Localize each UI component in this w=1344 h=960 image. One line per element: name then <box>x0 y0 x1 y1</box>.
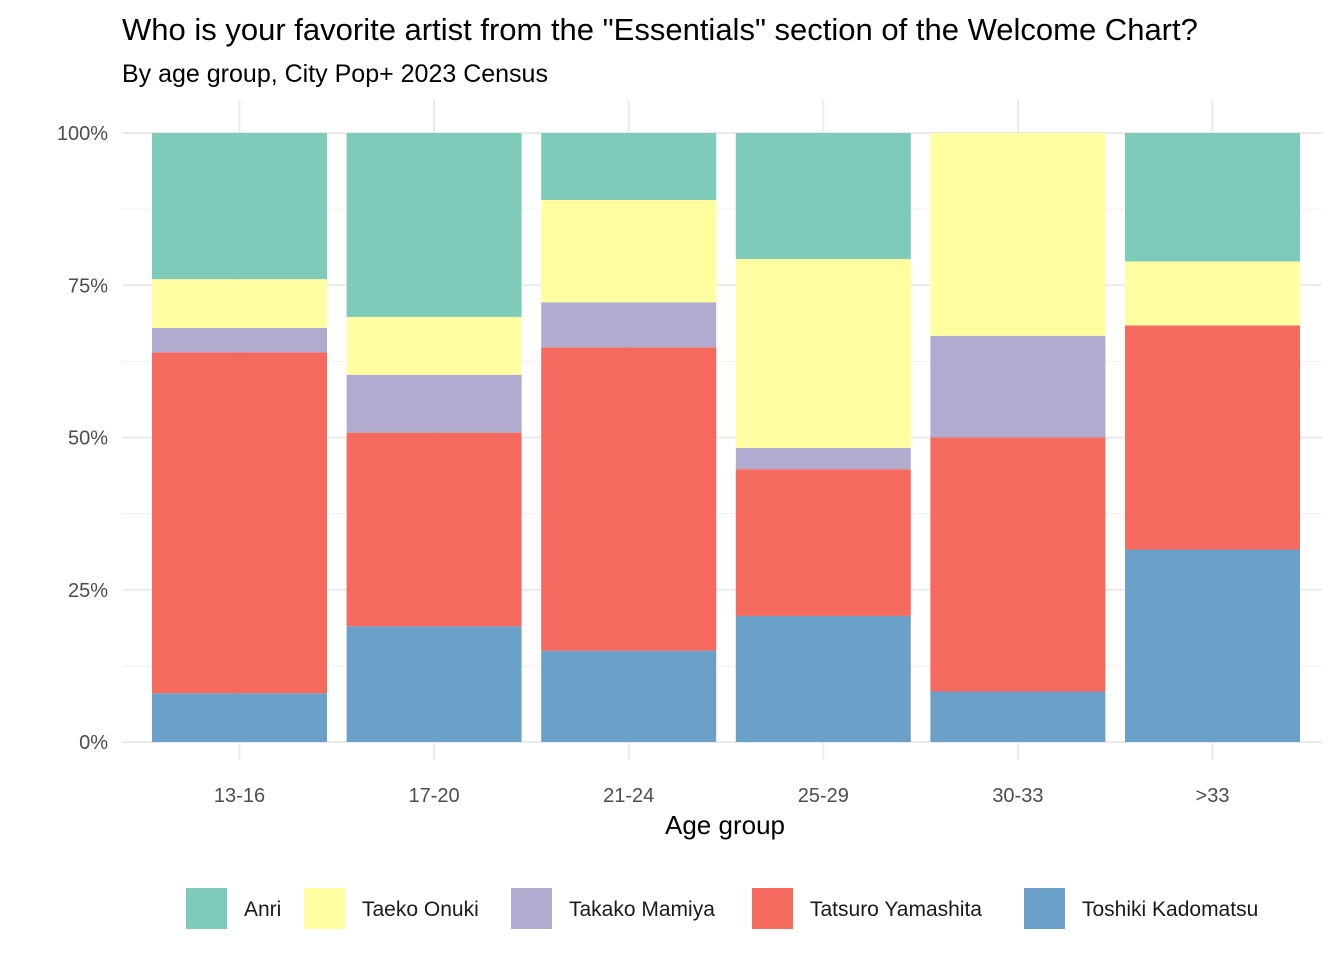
legend-key <box>752 888 793 929</box>
bar-segment-takako-mamiya <box>541 302 717 348</box>
legend-item: Anri <box>186 888 281 929</box>
legend-label: Toshiki Kadomatsu <box>1082 898 1258 921</box>
bar-segment-tatsuro-yamashita <box>1125 325 1300 550</box>
bar-segment-toshiki-kadomatsu <box>735 615 911 742</box>
bar-segment-tatsuro-yamashita <box>346 432 522 627</box>
x-tick-label: 21-24 <box>603 785 654 807</box>
legend-key <box>511 888 552 929</box>
bar-segment-anri <box>346 133 522 317</box>
y-tick-label: 0% <box>79 732 108 754</box>
bar-segment-taeko-onuki <box>930 133 1106 336</box>
bar-segment-taeko-onuki <box>346 316 522 375</box>
bar-segment-toshiki-kadomatsu <box>152 693 327 742</box>
bar-segment-tatsuro-yamashita <box>152 352 327 694</box>
bar-segment-toshiki-kadomatsu <box>1125 549 1300 742</box>
legend-label: Anri <box>244 898 281 921</box>
x-axis-title: Age group <box>665 810 785 840</box>
legend-key <box>186 888 227 929</box>
bar-segment-takako-mamiya <box>735 447 911 470</box>
bars <box>152 133 1300 742</box>
legend-label: Taeko Onuki <box>362 898 479 921</box>
bar-segment-taeko-onuki <box>541 199 717 303</box>
x-tick-label: >33 <box>1196 785 1230 807</box>
bar-segment-anri <box>152 133 327 280</box>
x-axis-ticks: 13-16 17-20 21-24 25-29 30-33 >33 <box>214 785 1230 807</box>
legend-key <box>304 888 345 929</box>
chart-subtitle: By age group, City Pop+ 2023 Census <box>122 60 548 88</box>
y-tick-label: 100% <box>57 123 108 145</box>
bar-segment-taeko-onuki <box>1125 261 1300 326</box>
y-tick-label: 75% <box>68 275 108 297</box>
legend-item: Tatsuro Yamashita <box>752 888 982 929</box>
bar-segment-anri <box>541 133 717 200</box>
bar-segment-tatsuro-yamashita <box>735 469 911 616</box>
legend-label: Tatsuro Yamashita <box>810 898 982 921</box>
bar-segment-anri <box>1125 133 1300 262</box>
bar-segment-tatsuro-yamashita <box>541 347 717 651</box>
x-tick-label: 30-33 <box>992 785 1043 807</box>
legend-label: Takako Mamiya <box>569 898 715 921</box>
x-tick-label: 25-29 <box>798 785 849 807</box>
legend-key <box>1024 888 1065 929</box>
y-axis-ticks: 0% 25% 50% 75% 100% <box>57 123 108 754</box>
bar-segment-anri <box>735 133 911 260</box>
legend: Anri Taeko Onuki Takako Mamiya Tatsuro Yama… <box>186 888 1258 929</box>
bar-segment-toshiki-kadomatsu <box>346 626 522 742</box>
bar-segment-takako-mamiya <box>930 335 1106 438</box>
bar-segment-taeko-onuki <box>735 259 911 448</box>
x-tick-label: 13-16 <box>214 785 265 807</box>
x-tick-label: 17-20 <box>409 785 460 807</box>
legend-item: Taeko Onuki <box>304 888 479 929</box>
y-tick-label: 25% <box>68 580 108 602</box>
bar-segment-toshiki-kadomatsu <box>930 691 1106 742</box>
legend-item: Takako Mamiya <box>511 888 715 929</box>
bar-segment-takako-mamiya <box>346 374 522 433</box>
y-tick-label: 50% <box>68 428 108 450</box>
legend-item: Toshiki Kadomatsu <box>1024 888 1258 929</box>
bar-segment-toshiki-kadomatsu <box>541 650 717 742</box>
bar-segment-taeko-onuki <box>152 279 327 328</box>
chart-title: Who is your favorite artist from the "Es… <box>122 12 1198 47</box>
bar-segment-tatsuro-yamashita <box>930 437 1106 692</box>
bar-segment-takako-mamiya <box>152 327 327 353</box>
